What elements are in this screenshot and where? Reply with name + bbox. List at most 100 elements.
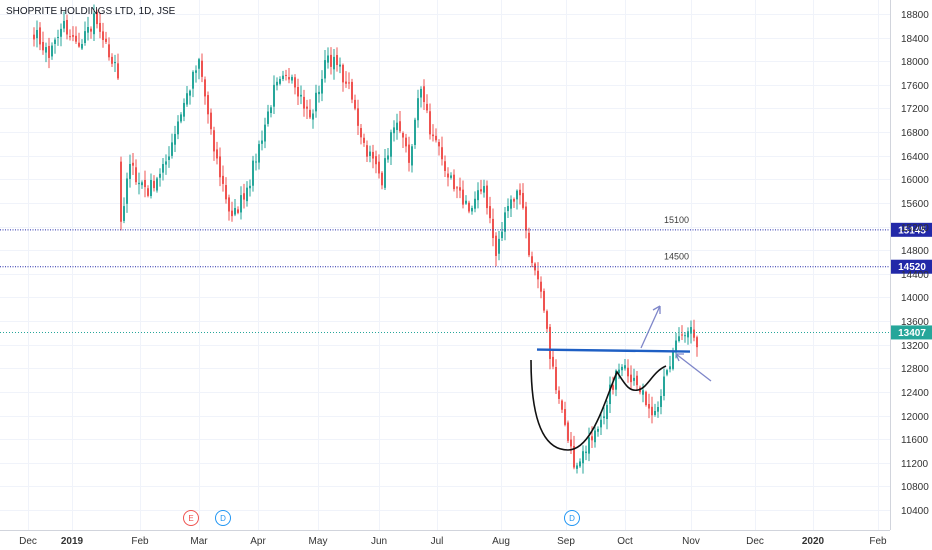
candle-body xyxy=(399,121,401,132)
time-tick-label: May xyxy=(309,536,328,547)
candle-body xyxy=(378,161,380,174)
candle-body xyxy=(303,96,305,109)
price-axis[interactable]: 10400 10800 11200 11600 12000 12400 12800 13200… xyxy=(901,10,929,517)
cup-curve xyxy=(530,359,667,451)
last-price-tag xyxy=(891,325,932,340)
candle-body xyxy=(651,406,653,416)
time-axis[interactable]: Dec 2019 Feb Mar Apr May Jun Jul Aug Sep Oct Nov Dec… xyxy=(19,536,887,547)
candle-body xyxy=(507,206,509,212)
candle-body xyxy=(372,151,374,159)
candle-body xyxy=(594,430,596,443)
candle-body xyxy=(429,111,431,135)
candle-body xyxy=(252,160,254,186)
candle-body xyxy=(129,164,131,179)
candle-body xyxy=(405,137,407,147)
candle-body xyxy=(678,336,680,341)
candle-body xyxy=(432,134,434,137)
candle-body xyxy=(279,78,281,84)
candle-body xyxy=(198,59,200,69)
candle-body xyxy=(552,356,554,367)
candle-body xyxy=(672,351,674,369)
candle-body xyxy=(156,178,158,191)
candle-body xyxy=(159,173,161,178)
candle-body xyxy=(255,161,257,163)
candle-body xyxy=(489,206,491,219)
candle-body xyxy=(207,95,209,115)
candle-body xyxy=(216,149,218,159)
candle-body xyxy=(627,367,629,377)
time-tick-label: Nov xyxy=(682,536,700,547)
candle-body xyxy=(327,55,329,63)
candle-body xyxy=(273,84,275,107)
candle-body xyxy=(267,111,269,124)
candle-body xyxy=(690,327,692,334)
candle-body xyxy=(75,35,77,42)
candle-body xyxy=(84,31,86,43)
candle-body xyxy=(48,45,50,58)
candle-body xyxy=(300,94,302,97)
candle-body xyxy=(474,198,476,209)
candle-body xyxy=(516,190,518,200)
candle-body xyxy=(57,36,59,39)
chart-drawings xyxy=(530,305,712,451)
candle-body xyxy=(99,22,101,32)
candle-body xyxy=(147,188,149,196)
candle-body xyxy=(282,75,284,80)
candle-body xyxy=(141,182,143,186)
candle-body xyxy=(435,135,437,141)
candle-body xyxy=(393,127,395,134)
candle-body xyxy=(600,419,602,428)
candle-body xyxy=(657,407,659,412)
candle-body xyxy=(402,132,404,138)
candle-body xyxy=(447,173,449,178)
candle-body xyxy=(261,140,263,144)
candle-body xyxy=(264,124,266,142)
candle-body xyxy=(636,375,638,386)
candle-body xyxy=(318,91,320,95)
candle-body xyxy=(42,41,44,51)
candle-body xyxy=(465,200,467,204)
time-tick-label: Dec xyxy=(19,536,37,547)
price-tick-label: 13200 xyxy=(901,341,929,352)
candle-body xyxy=(189,90,191,96)
candle-body xyxy=(114,61,116,64)
candle-body xyxy=(330,54,332,67)
candle-body xyxy=(54,39,56,44)
candle-body xyxy=(243,193,245,200)
candle-body xyxy=(138,182,140,185)
candle-body xyxy=(555,367,557,391)
candle-body xyxy=(168,156,170,160)
candle-body xyxy=(546,311,548,329)
level-label: 14500 xyxy=(664,252,689,262)
candle-body xyxy=(63,20,65,29)
candle-body xyxy=(549,326,551,359)
candle-body xyxy=(363,137,365,143)
candle-body xyxy=(150,179,152,197)
price-tick-label: 16000 xyxy=(901,175,929,186)
candle-body xyxy=(219,156,221,178)
candle-body xyxy=(246,187,248,202)
candle-body xyxy=(45,47,47,53)
candle-body xyxy=(492,218,494,239)
candle-body xyxy=(375,156,377,165)
price-tick-label: 15200 xyxy=(901,223,929,234)
candle-body xyxy=(453,174,455,190)
event-marker-label: D xyxy=(220,514,226,523)
candle-body xyxy=(687,331,689,338)
candle-body xyxy=(477,190,479,201)
price-levels: 15100 15145 14500 14520 13407 xyxy=(0,215,932,353)
candle-body xyxy=(510,199,512,209)
candle-body xyxy=(312,113,314,120)
price-tick-label: 14400 xyxy=(901,270,929,281)
candle-body xyxy=(420,88,422,98)
price-tick-label: 10400 xyxy=(901,506,929,517)
candle-body xyxy=(525,206,527,231)
candle-body xyxy=(342,64,344,83)
candle-body xyxy=(495,235,497,256)
time-tick-label: Dec xyxy=(746,536,764,547)
time-tick-label: Feb xyxy=(869,536,887,547)
candle-body xyxy=(381,172,383,186)
